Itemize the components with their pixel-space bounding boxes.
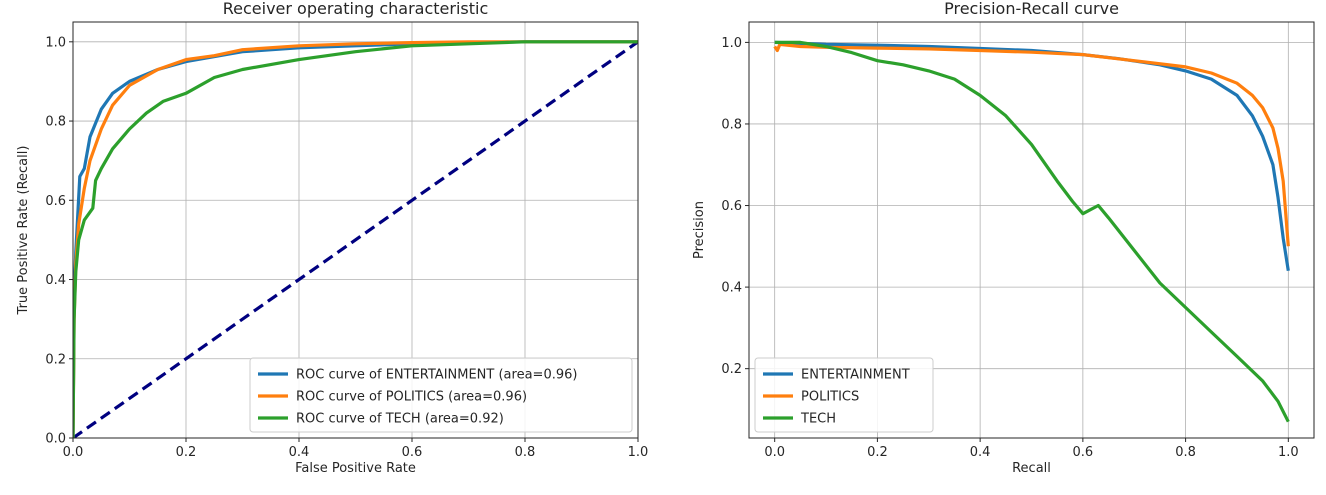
y-tick-label: 0.4 bbox=[721, 281, 742, 296]
x-axis-label: False Positive Rate bbox=[295, 461, 416, 476]
x-tick-label: 0.8 bbox=[515, 445, 536, 460]
y-tick-label: 0.0 bbox=[45, 432, 66, 447]
x-tick-label: 0.6 bbox=[1073, 445, 1094, 460]
series-line-tech bbox=[73, 40, 638, 438]
y-axis-label: True Positive Rate (Recall) bbox=[16, 146, 31, 316]
y-tick-label: 0.8 bbox=[721, 117, 742, 132]
chance-diagonal-line bbox=[73, 40, 638, 438]
legend: ENTERTAINMENT POLITICS TECH bbox=[754, 357, 934, 433]
x-tick-label: 0.8 bbox=[1175, 445, 1196, 460]
x-tick-label: 1.0 bbox=[1278, 445, 1299, 460]
series-line-entertainment bbox=[774, 40, 1290, 272]
legend: ROC curve of ENTERTAINMENT (area=0.96) RO… bbox=[249, 357, 633, 433]
x-tick-label: 0.4 bbox=[970, 445, 991, 460]
x-tick-label: 0.2 bbox=[867, 445, 888, 460]
axes-frame bbox=[748, 21, 1315, 439]
pr-chart: 0.0 0.2 0.4 0.6 0.8 1.0 0.2 0.4 0.6 0.8 1.0 Precisi… bbox=[692, 0, 1315, 476]
legend-box bbox=[754, 357, 934, 433]
y-tick-label: 1.0 bbox=[45, 35, 66, 50]
legend-entry: ENTERTAINMENT bbox=[801, 368, 910, 383]
x-tick-label: 0.6 bbox=[402, 445, 423, 460]
y-axis-label: Precision bbox=[692, 201, 707, 259]
x-tick-label: 0.4 bbox=[289, 445, 310, 460]
y-tick-label: 0.4 bbox=[45, 273, 66, 288]
axes-frame bbox=[72, 21, 639, 439]
x-tick-label: 0.0 bbox=[764, 445, 785, 460]
legend-box bbox=[249, 357, 633, 433]
y-tick-label: 0.2 bbox=[721, 362, 742, 377]
legend-entry: ROC curve of POLITICS (area=0.96) bbox=[296, 390, 527, 405]
legend-entry: POLITICS bbox=[801, 390, 859, 405]
legend-entry: TECH bbox=[800, 412, 836, 427]
chart-title: Precision-Recall curve bbox=[944, 0, 1119, 18]
chart-title: Receiver operating characteristic bbox=[223, 0, 489, 18]
y-tick-label: 0.8 bbox=[45, 115, 66, 130]
x-axis-label: Recall bbox=[1012, 461, 1051, 476]
legend-entry: ROC curve of ENTERTAINMENT (area=0.96) bbox=[296, 368, 577, 383]
series-line-politics bbox=[73, 40, 638, 438]
y-tick-label: 1.0 bbox=[721, 36, 742, 51]
y-tick-label: 0.6 bbox=[721, 199, 742, 214]
y-tick-label: 0.2 bbox=[45, 352, 66, 367]
series-line-tech bbox=[774, 40, 1290, 423]
legend-entry: ROC curve of TECH (area=0.92) bbox=[296, 412, 504, 427]
x-tick-label: 0.0 bbox=[63, 445, 84, 460]
roc-chart: 0.0 0.2 0.4 0.6 0.8 1.0 0.0 0.2 0.4 0.6 0.8 1.0 Rece… bbox=[16, 0, 648, 476]
x-tick-label: 1.0 bbox=[628, 445, 649, 460]
x-tick-label: 0.2 bbox=[176, 445, 197, 460]
series-line-politics bbox=[773, 42, 1290, 247]
y-tick-label: 0.6 bbox=[45, 194, 66, 209]
